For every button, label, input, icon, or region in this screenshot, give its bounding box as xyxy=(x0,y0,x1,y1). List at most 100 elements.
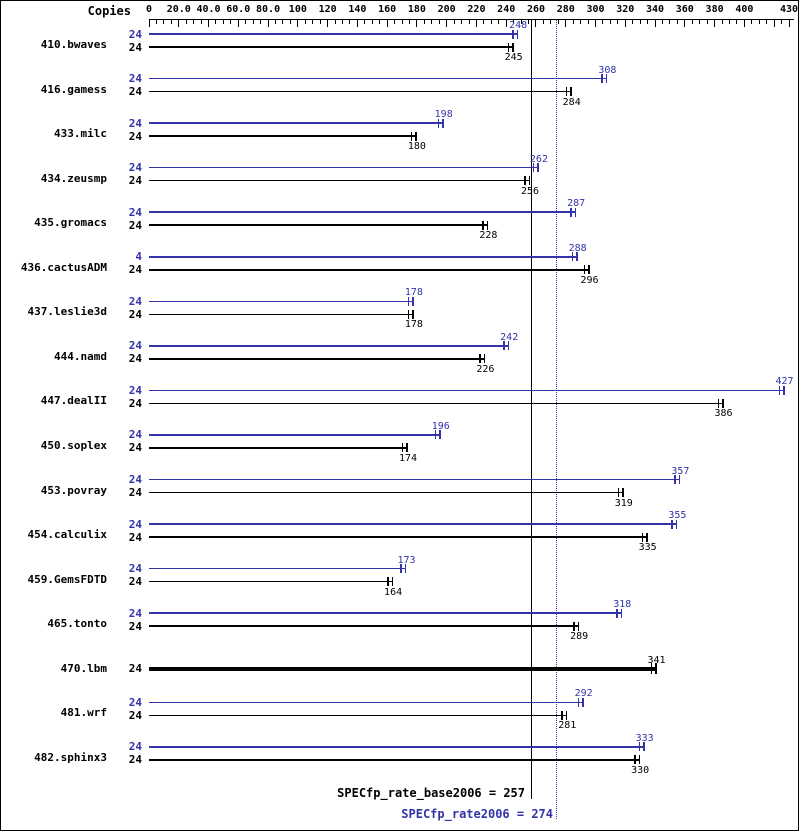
bar-endcap xyxy=(582,697,584,707)
axis-tick xyxy=(528,20,530,24)
axis-tick-label: 260 xyxy=(526,4,545,15)
bar-endcap xyxy=(655,663,657,675)
bar-endcap xyxy=(391,577,394,587)
bar-peak xyxy=(149,478,681,481)
bar-inner-tick xyxy=(387,577,389,587)
axis-tick xyxy=(684,20,686,27)
bar-base_peak xyxy=(149,666,657,671)
copies-label: 24 xyxy=(128,129,142,143)
value-label: 180 xyxy=(407,141,426,153)
axis-tick xyxy=(431,20,433,24)
axis-tick xyxy=(208,20,210,27)
axis-tick xyxy=(468,20,470,24)
bar-inner-tick xyxy=(434,430,437,440)
axis-tick xyxy=(766,20,768,24)
bar-inner-tick xyxy=(407,296,410,306)
value-label: 198 xyxy=(434,109,453,121)
value-label: 173 xyxy=(397,554,416,566)
bar-peak xyxy=(149,389,785,392)
bar-base xyxy=(149,625,580,627)
bar-peak xyxy=(149,567,407,570)
bar-endcap xyxy=(415,131,417,141)
bar-endcap xyxy=(622,488,624,497)
axis-tick xyxy=(714,20,716,27)
axis-tick xyxy=(260,20,262,24)
copies-label: 24 xyxy=(128,473,142,486)
value-label: 178 xyxy=(404,319,423,331)
bar-inner-tick xyxy=(407,309,410,319)
bar-inner-tick xyxy=(410,131,413,141)
axis-tick-label: 20.0 xyxy=(166,4,191,15)
copies-label: 24 xyxy=(128,294,142,308)
bar-endcap xyxy=(675,519,678,529)
axis-tick-label: 300 xyxy=(586,4,605,15)
bar-endcap xyxy=(646,532,648,542)
axis-tick xyxy=(222,20,224,24)
axis-tick xyxy=(743,20,745,27)
bar-endcap xyxy=(507,341,510,351)
bar-base xyxy=(149,313,414,316)
value-label: 341 xyxy=(647,654,666,666)
bar-inner-tick xyxy=(570,207,572,217)
axis-tick-label: 60.0 xyxy=(226,4,251,15)
bar-peak xyxy=(149,746,645,748)
bar-endcap xyxy=(516,29,519,39)
bar-inner-tick xyxy=(532,163,535,173)
bar-inner-tick xyxy=(400,564,402,574)
bar-endcap xyxy=(722,398,724,408)
bar-peak xyxy=(149,434,441,436)
copies-label: 24 xyxy=(128,85,142,99)
bar-inner-tick xyxy=(717,398,719,408)
axis-tick xyxy=(595,20,596,27)
bar-endcap xyxy=(412,309,414,319)
value-label: 289 xyxy=(570,631,589,643)
value-label: 256 xyxy=(520,185,540,197)
bar-endcap xyxy=(588,265,590,275)
axis-line xyxy=(149,19,794,20)
copies-label: 24 xyxy=(128,606,142,620)
axis-tick xyxy=(542,20,544,24)
axis-tick xyxy=(408,20,410,24)
axis-tick xyxy=(520,20,522,24)
bar-inner-tick xyxy=(778,385,781,395)
axis-tick xyxy=(275,20,276,24)
mean-line-base xyxy=(531,20,532,799)
axis-tick xyxy=(475,20,477,27)
copies-label: 24 xyxy=(128,352,142,366)
benchmark-label: 435.gromacs xyxy=(34,216,107,230)
axis-tick xyxy=(557,20,559,24)
bar-base xyxy=(149,402,724,405)
benchmark-label: 410.bwaves xyxy=(40,38,107,51)
bar-endcap xyxy=(783,385,785,395)
axis-tick-label: 430 xyxy=(779,4,799,15)
axis-tick xyxy=(632,20,634,24)
value-label: 292 xyxy=(574,688,593,700)
bar-inner-tick xyxy=(573,621,575,631)
axis-tick xyxy=(386,20,388,27)
axis-tick xyxy=(334,20,336,24)
axis-tick xyxy=(572,20,574,24)
bar-peak xyxy=(149,256,578,258)
copies-label: 24 xyxy=(128,205,142,219)
axis-tick xyxy=(654,20,656,27)
value-label: 242 xyxy=(500,331,519,343)
axis-tick xyxy=(587,20,589,24)
bar-base xyxy=(149,179,531,182)
axis-tick xyxy=(245,20,247,24)
bar-endcap xyxy=(512,42,514,52)
axis-tick xyxy=(699,20,701,24)
axis-tick xyxy=(565,20,567,27)
axis-tick xyxy=(617,20,619,24)
axis-tick xyxy=(379,20,381,24)
copies-label: 24 xyxy=(128,753,142,767)
copies-label: 24 xyxy=(128,339,142,353)
bar-inner-tick xyxy=(616,608,618,618)
axis-tick xyxy=(461,20,463,24)
bar-endcap xyxy=(406,443,408,453)
axis-tick xyxy=(185,20,187,24)
bar-base xyxy=(149,491,624,494)
bar-inner-tick xyxy=(641,532,644,542)
value-label: 296 xyxy=(580,274,599,286)
bar-inner-tick xyxy=(650,663,653,675)
axis-tick-label: 400 xyxy=(735,4,754,15)
